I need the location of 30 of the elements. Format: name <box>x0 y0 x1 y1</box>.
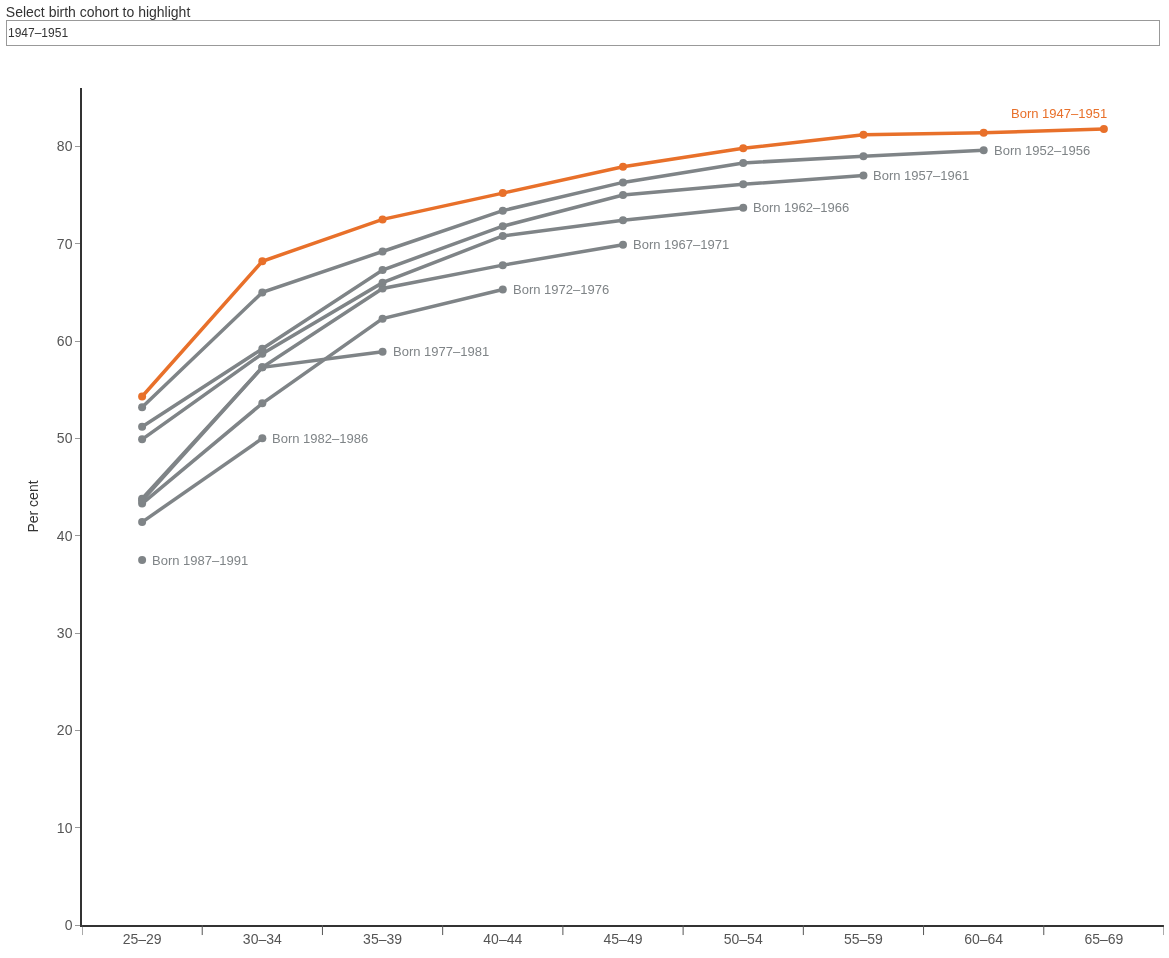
y-tick-label: 50 <box>56 430 73 447</box>
series-label: Born 1987–1991 <box>152 553 249 568</box>
y-tick-label: 70 <box>56 235 73 252</box>
x-tick-label: 60–64 <box>964 930 1004 947</box>
series-label: Born 1977–1981 <box>393 344 490 359</box>
y-tick-label: 40 <box>56 527 73 544</box>
x-tick-label: 35–39 <box>363 930 403 947</box>
y-tick-label: 60 <box>56 332 73 349</box>
x-tick-label: 55–59 <box>843 930 884 947</box>
x-tick-label: 50–54 <box>723 930 763 947</box>
y-tick-label: 30 <box>56 624 73 641</box>
series-label: Born 1967–1971 <box>633 237 730 252</box>
series-label: Born 1952–1956 <box>994 143 1091 158</box>
x-tick-label: 45–49 <box>603 930 643 947</box>
chart-title: Select birth cohort to highlight <box>5 3 191 20</box>
y-tick-label: 20 <box>56 722 73 739</box>
x-tick-label: 30–34 <box>242 930 283 947</box>
y-tick-label: 0 <box>64 916 73 933</box>
series-label: Born 1972–1976 <box>513 282 610 297</box>
series-label: Born 1957–1961 <box>873 168 970 183</box>
series-label: Born 1962–1966 <box>753 200 850 215</box>
y-tick-label: 10 <box>56 819 73 836</box>
series-label: Born 1947–1951 <box>1011 106 1108 121</box>
y-tick-label: 80 <box>56 138 73 155</box>
x-tick-label: 65–69 <box>1084 930 1124 947</box>
series-label: Born 1982–1986 <box>272 431 369 446</box>
y-axis-title: Per cent <box>24 480 41 533</box>
chart-subtitle: 1947–1951 <box>8 26 69 40</box>
x-tick-label: 40–44 <box>483 930 523 947</box>
x-tick-label: 25–29 <box>122 930 162 947</box>
